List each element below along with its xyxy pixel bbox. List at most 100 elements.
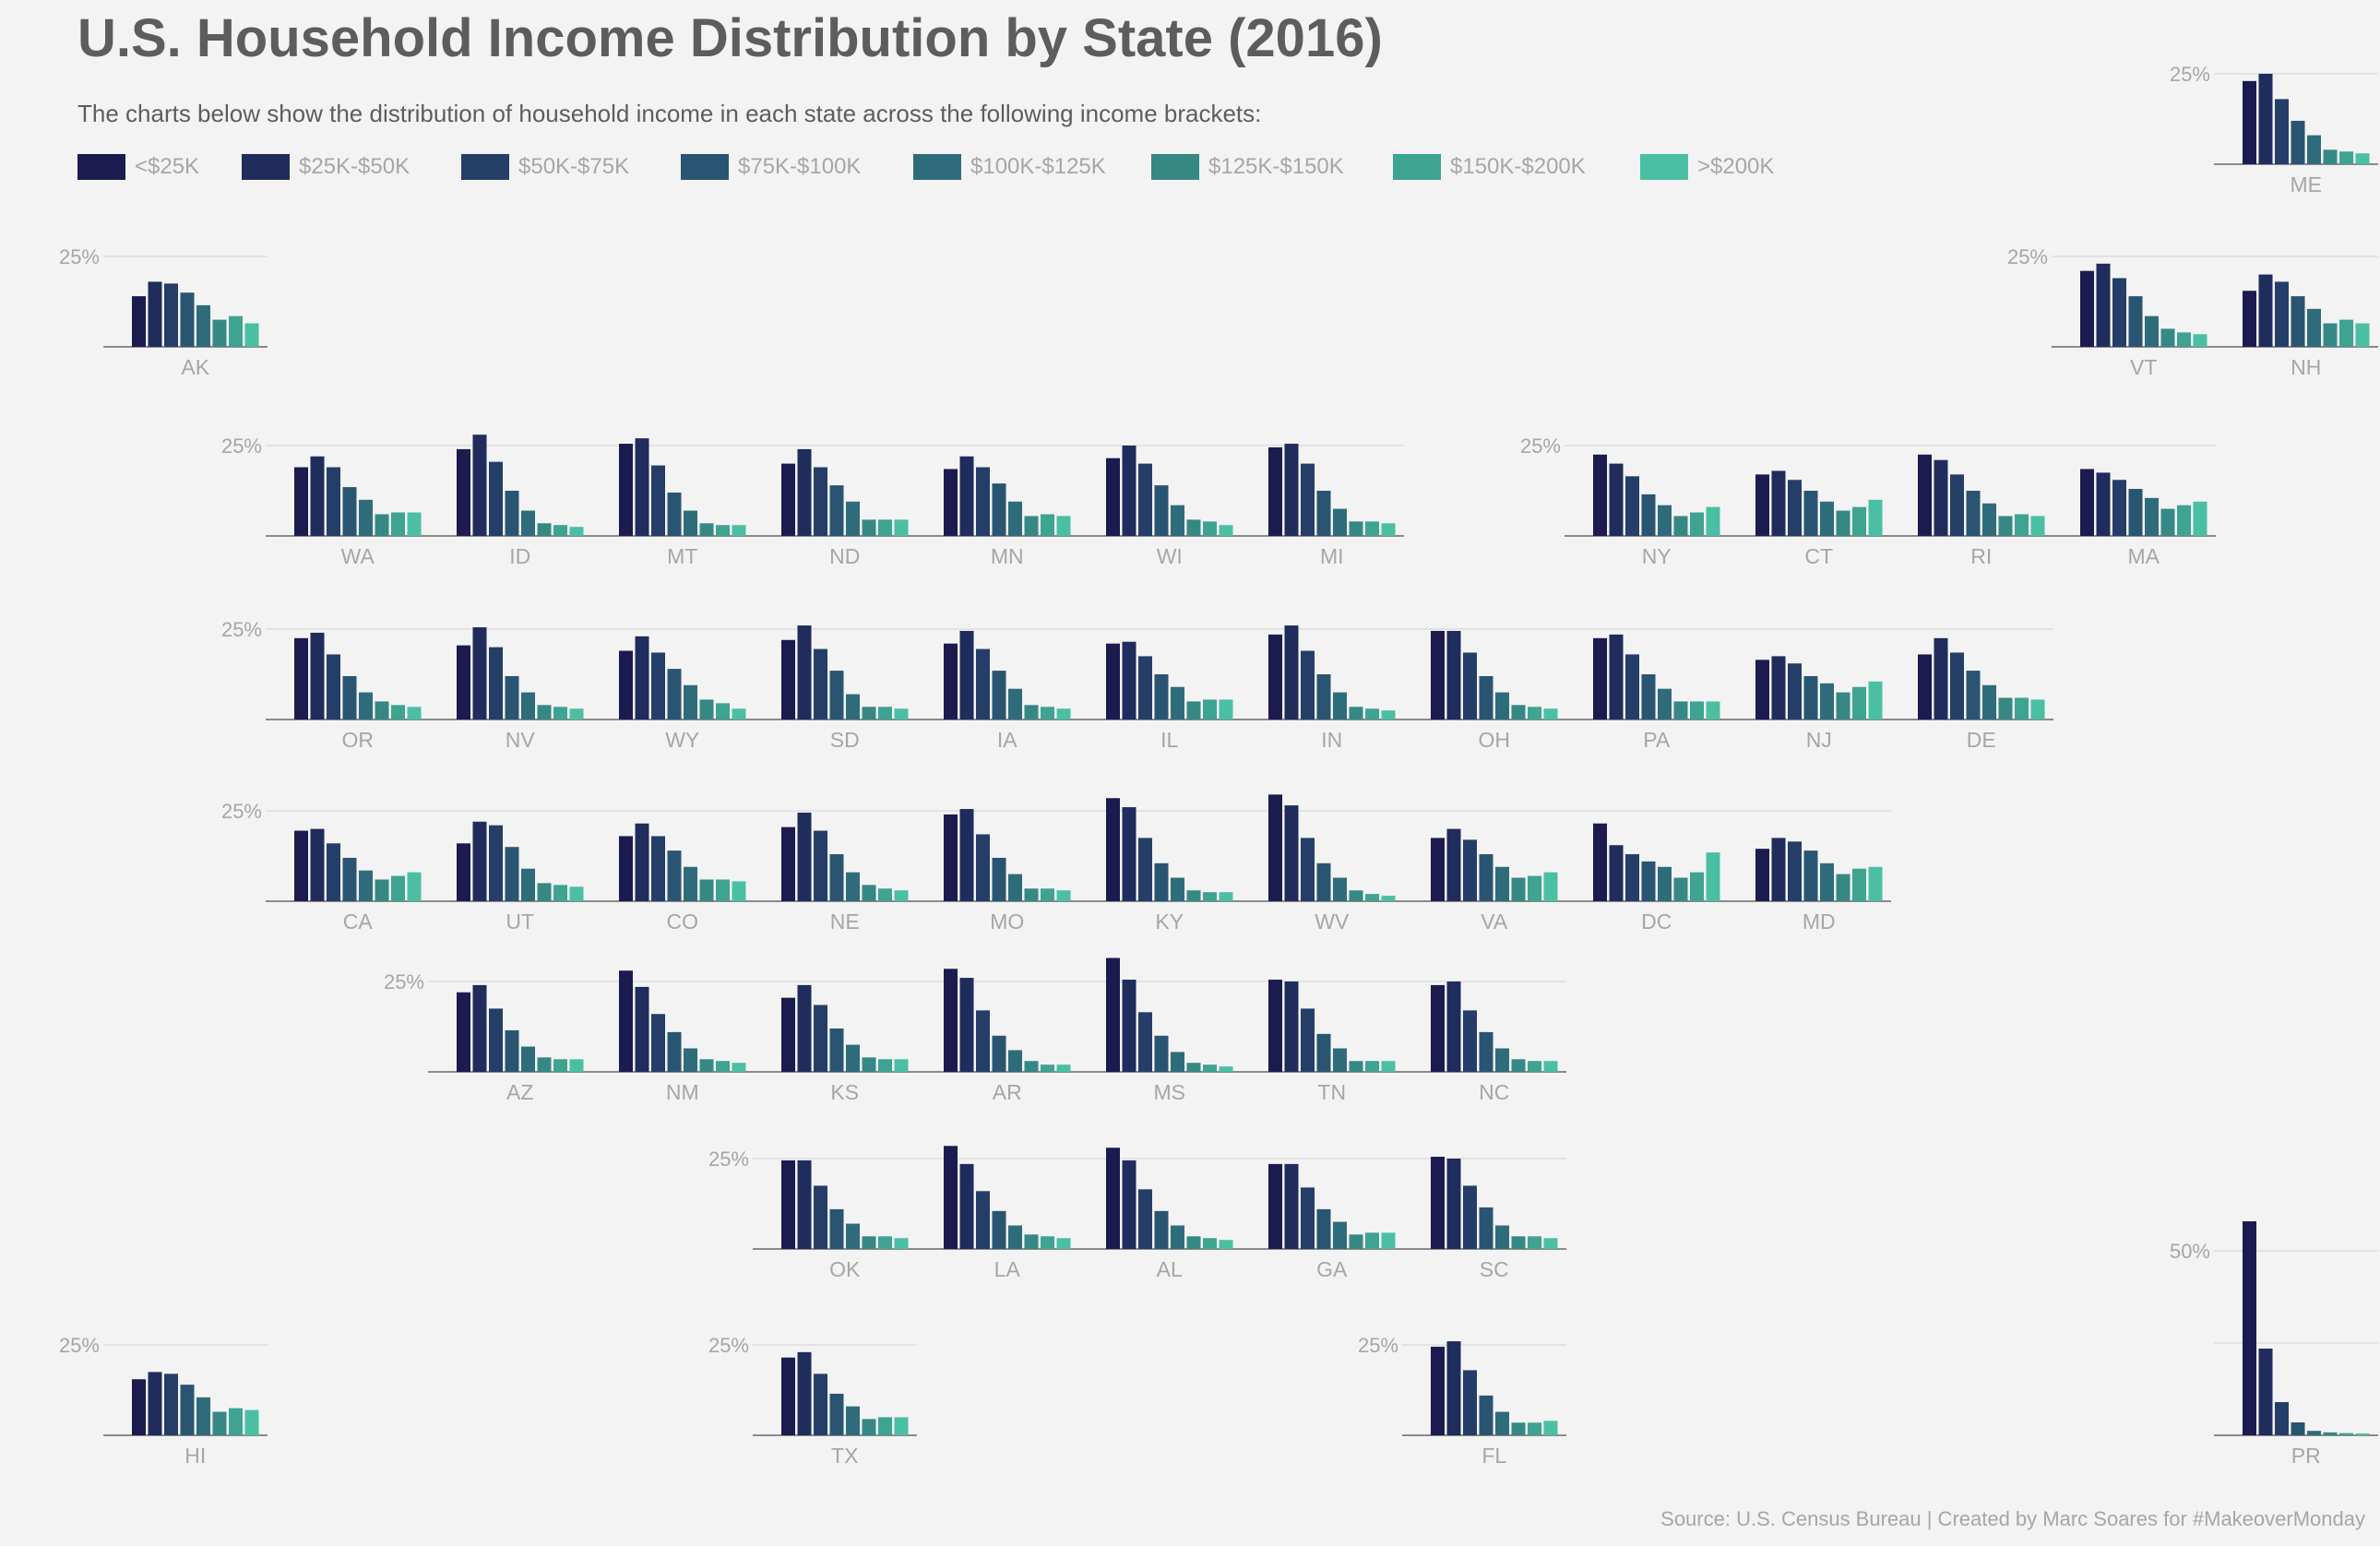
bar [814,467,827,536]
bar [814,830,827,901]
bar [1625,854,1639,901]
bar [959,978,974,1072]
bar [1381,896,1396,901]
bar [976,648,990,719]
state-label: VT [2130,355,2157,379]
bar [1673,516,1688,536]
bar [1268,1163,1282,1249]
bar [894,519,909,536]
bar [1479,1207,1493,1249]
bar [992,1210,1006,1249]
state-chart-ne: NE [781,812,909,934]
state-chart-ak: AK [132,281,259,379]
bar [1431,838,1445,901]
bar [229,1408,243,1435]
state-chart-ma: MA [2080,469,2207,568]
bar [635,823,649,901]
bar [2307,135,2321,164]
legend-item: <$25K [77,151,199,183]
bar [1918,654,1932,719]
bar [2243,80,2256,164]
bar [667,1031,682,1072]
bar [667,492,682,536]
bar [878,1417,892,1435]
bar [1186,1236,1201,1249]
bar [1479,675,1493,719]
legend-label: <$25K [135,154,200,179]
state-label: MI [1320,544,1344,568]
state-label: AZ [506,1080,533,1104]
bar [862,885,876,901]
bar [2177,332,2191,347]
bar [1593,454,1607,536]
bar [1495,866,1509,901]
bar [651,652,665,719]
bar [1316,1208,1331,1249]
bar [2323,323,2338,347]
state-chart-nc: NC [1431,981,1558,1104]
bar [1658,866,1672,901]
state-label: IL [1160,728,1178,752]
bar [489,1008,503,1072]
bar [1365,894,1379,901]
bar [1673,701,1688,719]
bar [1268,446,1282,536]
bar [164,283,178,347]
state-label: CA [343,910,374,934]
state-label: DC [1641,910,1672,934]
state-chart-nh: NH [2243,274,2370,379]
bar [1122,807,1136,901]
bar [1788,841,1802,901]
bar [619,444,633,536]
bar [2193,334,2207,347]
bar [407,872,422,901]
bar [359,870,373,901]
bar [976,467,990,536]
bar [1593,637,1607,719]
bar [894,708,909,719]
state-chart-mt: MT [619,438,746,568]
bar [1446,630,1461,719]
bar [342,857,357,901]
state-chart-ia: IA [944,630,1071,752]
gridline-label: 25% [1358,1334,1398,1357]
bar [1154,1035,1169,1072]
bar [1008,874,1022,901]
bar [944,814,958,901]
state-chart-nd: ND [781,448,909,568]
bar [1673,877,1688,901]
state-chart-ga: GA [1268,1163,1396,1281]
bar [944,969,958,1072]
bar [1495,1411,1509,1435]
legend-item: $25K-$50K [242,151,410,183]
state-chart-dc: DC [1593,823,1720,934]
state-chart-ut: UT [457,821,584,934]
bar [1528,1061,1541,1072]
bar [1479,1395,1493,1435]
bar [569,1059,584,1072]
bar [1024,516,1039,536]
state-chart-de: DE [1918,637,2045,752]
bar [1203,1064,1217,1072]
bar [1365,1232,1379,1249]
bar [1203,892,1217,901]
bar [1690,872,1704,901]
bar [2112,480,2126,536]
bar [1138,838,1152,901]
bar [1543,1238,1558,1249]
bar [781,827,795,901]
bar [1316,491,1331,536]
bar [781,997,795,1072]
bar [1852,868,1866,901]
bar [537,523,552,536]
state-chart-mn: MN [944,456,1071,568]
bar [1706,506,1720,536]
bar [635,986,649,1072]
bar [1982,503,1996,536]
bar [1625,476,1639,536]
state-label: MT [667,544,697,568]
state-chart-ks: KS [781,984,909,1104]
bar [684,866,697,901]
bar [2291,1422,2305,1435]
state-chart-ct: CT [1755,470,1883,568]
